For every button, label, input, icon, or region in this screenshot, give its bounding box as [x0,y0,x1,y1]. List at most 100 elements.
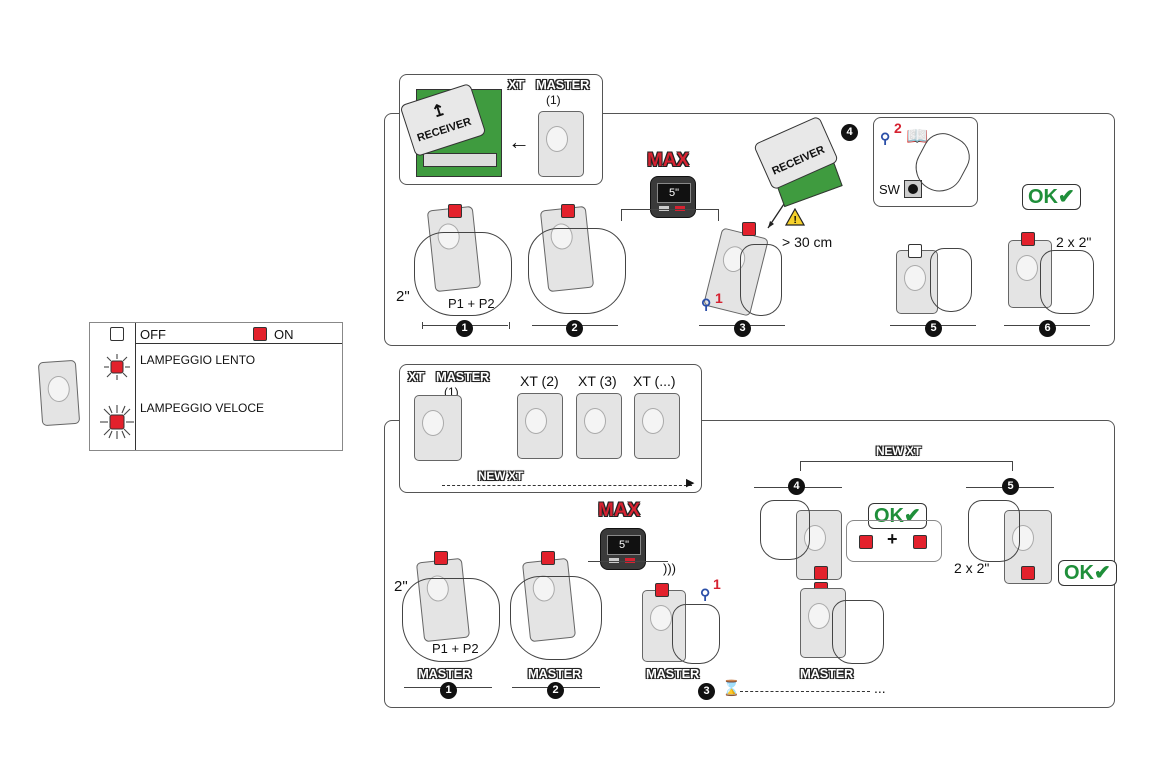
bottom-step4-hand-bottom [832,600,884,664]
top-step6-hand [1040,250,1094,314]
bottom-step2-hand [510,576,602,660]
top-step2-number: 2 [566,320,583,337]
top-step1-time: 2" [396,288,410,305]
legend-remote-icon [37,359,81,427]
fast-blink-icon [100,405,134,439]
legend-fast-label: LAMPEGGIO VELOCE [140,401,265,415]
top-pin-icon: ⚲ [701,296,712,312]
top-step1-hand [414,232,512,316]
bottom-step2-led [541,551,555,565]
bottom-step4-master: MASTER [800,666,854,681]
top-step6-remote [1008,240,1052,308]
top-ok-label: OK [1028,186,1058,208]
combo-led-1 [859,535,873,549]
inset-master-label: MASTER [536,77,590,92]
flow-arrow-icon: ▶ [686,477,695,489]
top-step2-led [561,204,575,218]
bottom-inset-xt: XT [408,369,425,384]
top-step4-number: 4 [841,124,858,141]
bottom-ok-label-5: OK [1064,562,1094,584]
legend-slow-label: LAMPEGGIO LENTO [140,353,256,367]
top-step5-number: 5 [925,320,942,337]
top-display: 5" [650,176,696,218]
hourglass-icon: ⌛ [722,680,741,697]
bottom-step1-master: MASTER [418,666,472,681]
check-icon: ✔ [904,505,921,527]
bottom-step5-hand [968,500,1020,562]
bottom-ok-label-4: OK [874,505,904,527]
top-display-value: 5" [657,183,691,203]
bottom-step5-led [1021,566,1035,580]
inset-master-num: (1) [546,93,561,107]
bottom-step5-presses: 2 x 2" [954,560,990,576]
bottom-display: 5" [600,528,646,570]
bottom-step1-hand [402,578,500,662]
bottom-ok-badge-4: OK✔ [868,503,927,529]
sw-pin-icon: ⚲ [880,130,891,146]
bottom-step1-number: 1 [440,682,457,699]
legend-off-label: OFF [140,327,166,342]
led-on-icon [253,327,267,341]
top-step2-hand [528,228,626,314]
signal-waves-icon: ))) [663,561,676,576]
inset-xt-label: XT [508,77,525,92]
top-step1-number: 1 [456,320,473,337]
bottom-inset-master: MASTER [436,369,490,384]
bottom-pin-icon: ⚲ [700,586,711,602]
bottom-max-label: MAX [598,500,641,521]
top-step5-hand [930,248,972,312]
sw-pin-num: 2 [894,120,902,136]
bottom-step5-number: 5 [1002,478,1019,495]
combo-led-2 [913,535,927,549]
bottom-master-remote [414,395,462,461]
bottom-step3-hand [672,604,720,664]
check-icon: ✔ [1058,186,1075,208]
bottom-pin-num: 1 [713,576,721,592]
sw-button [904,180,922,198]
xt2-label: XT (2) [520,373,559,389]
legend-on-label: ON [274,327,294,342]
top-step5-led [908,244,922,258]
bottom-step1-buttons: P1 + P2 [432,641,479,656]
top-pin-num: 1 [715,290,723,306]
new-xt-label: NEW XT [478,469,523,483]
blink-combo-box: + [846,520,942,562]
sw-inset: ⚲ 2 📖 SW [873,117,978,207]
bottom-step3-master: MASTER [646,666,700,681]
receiver-label: RECEIVER [415,115,473,145]
top-step3-hand [740,244,782,316]
top-step6-presses: 2 x 2" [1056,234,1092,250]
manual-book-icon: 📖 [906,126,929,146]
bottom-step4-remote-bottom [800,588,846,658]
top-inset: RECEIVER ↥ XT MASTER (1) ← [399,74,603,185]
bottom-inset: XT MASTER (1) XT (2) XT (3) XT (...) NEW… [399,364,702,493]
bottom-step3-number: 3 [698,683,715,700]
arrow-left-icon: ← [508,129,530,154]
top-step1-led [448,204,462,218]
bottom-step4-number: 4 [788,478,805,495]
xtn-remote [634,393,680,459]
bottom-step1-time: 2" [394,578,408,595]
top-ok-badge: OK✔ [1022,184,1081,210]
legend-box: OFF ON LAMPEGGIO LENTO LAMPEGGIO VELOCE [89,322,343,451]
svg-text:!: ! [794,215,797,226]
led-off-icon [110,327,124,341]
top-step3-number: 3 [734,320,751,337]
bottom-step1-led [434,551,448,565]
xtn-label: XT (...) [633,373,676,389]
bottom-step4-hand-top [760,500,810,560]
xt3-remote [576,393,622,459]
master-remote [538,111,584,177]
bottom-step2-master: MASTER [528,666,582,681]
bottom-step4-led-top [814,566,828,580]
xt2-remote [517,393,563,459]
bottom-step2-number: 2 [547,682,564,699]
xt3-label: XT (3) [578,373,617,389]
top-step6-number: 6 [1039,320,1056,337]
slow-blink-icon [104,354,130,380]
bottom-step3-led [655,583,669,597]
top-step6-led [1021,232,1035,246]
distance-label: > 30 cm [782,234,833,250]
bottom-ok-badge-5: OK✔ [1058,560,1117,586]
sw-label: SW [879,182,900,197]
